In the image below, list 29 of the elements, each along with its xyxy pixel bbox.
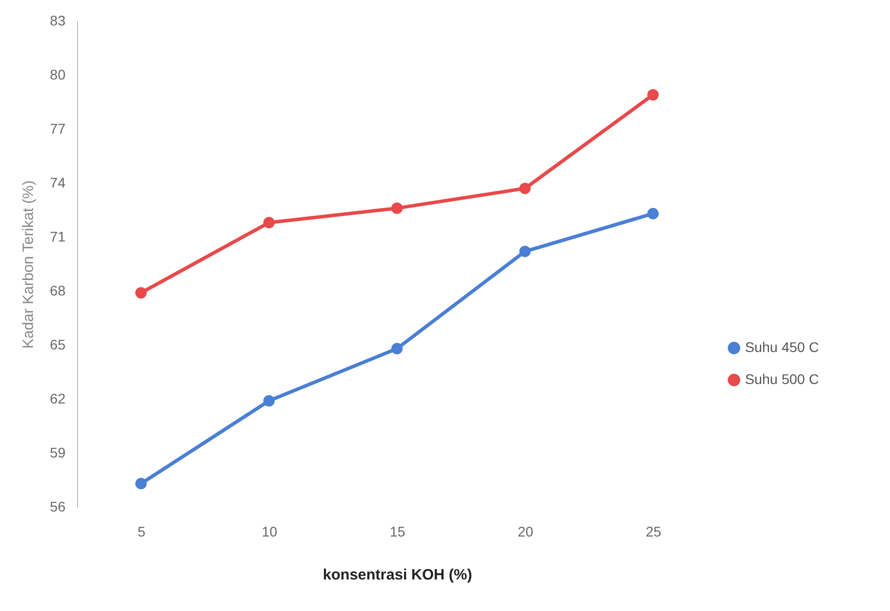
point bbox=[263, 216, 275, 228]
y-tick-label: 68 bbox=[50, 282, 66, 298]
point bbox=[391, 342, 403, 354]
point bbox=[263, 395, 275, 406]
y-tick-label: 80 bbox=[50, 66, 66, 82]
point bbox=[647, 208, 659, 220]
x-tick-label: 15 bbox=[390, 524, 406, 540]
point bbox=[391, 202, 403, 214]
y-tick-label: 65 bbox=[50, 336, 66, 352]
point bbox=[647, 89, 659, 100]
y-tick-label: 59 bbox=[50, 444, 66, 460]
point bbox=[519, 246, 531, 258]
point bbox=[135, 478, 147, 490]
y-axis-title: Kadar Karbon Terikat (%) bbox=[20, 180, 37, 349]
point bbox=[519, 182, 531, 194]
point bbox=[135, 287, 147, 298]
x-tick-label: 25 bbox=[646, 524, 662, 540]
legend-label: Suhu 500 C bbox=[745, 371, 819, 387]
y-tick-label: 71 bbox=[50, 228, 66, 244]
y-tick-label: 56 bbox=[50, 498, 66, 514]
x-axis-title: konsentrasi KOH (%) bbox=[322, 566, 472, 584]
y-tick-label: 77 bbox=[50, 120, 66, 136]
legend-label: Suhu 450 C bbox=[745, 339, 819, 355]
x-tick-label: 10 bbox=[262, 524, 278, 540]
x-tick-label: 5 bbox=[138, 524, 146, 540]
x-tick-label: 20 bbox=[518, 524, 534, 540]
y-tick-label: 74 bbox=[50, 174, 66, 190]
y-tick-label: 62 bbox=[50, 390, 66, 406]
y-tick-label: 83 bbox=[50, 12, 66, 28]
